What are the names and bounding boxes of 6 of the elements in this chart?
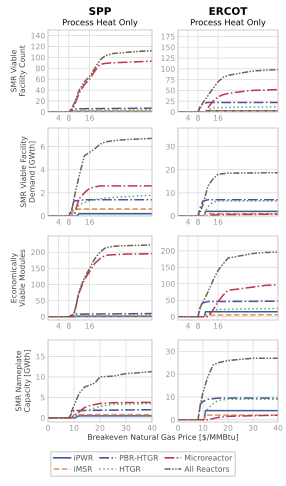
- line-series: [48, 370, 152, 419]
- chart-title: SPP: [89, 7, 111, 15]
- chart-subtitle: Process Heat Only: [62, 18, 138, 27]
- chart-title: ERCOT: [210, 7, 248, 15]
- chart-subtitle: Process Heat Only: [190, 18, 266, 27]
- line-series: [178, 251, 278, 318]
